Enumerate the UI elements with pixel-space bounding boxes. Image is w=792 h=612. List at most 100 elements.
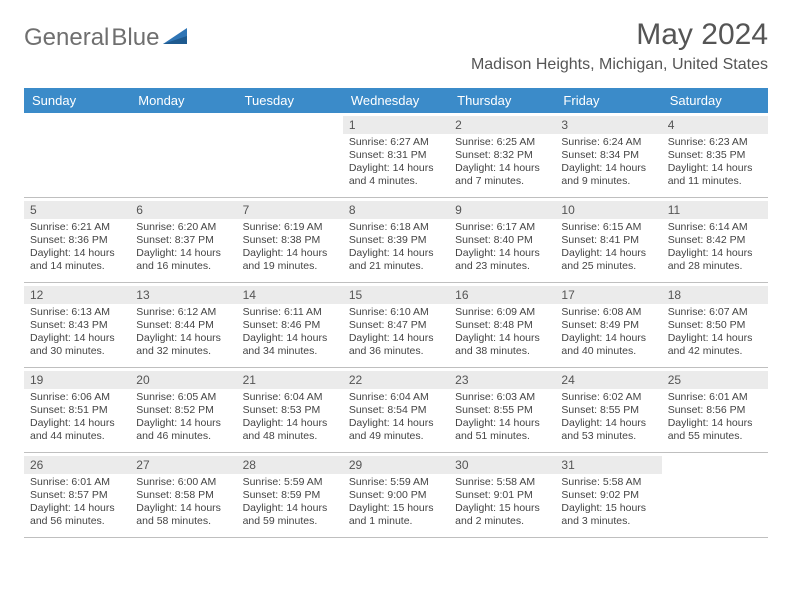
sunrise-text: Sunrise: 6:11 AM — [243, 306, 337, 319]
daylight-text: Daylight: 14 hours and 49 minutes. — [349, 417, 443, 443]
daylight-text: Daylight: 14 hours and 53 minutes. — [561, 417, 655, 443]
daylight-text: Daylight: 14 hours and 55 minutes. — [668, 417, 762, 443]
day-header-monday: Monday — [130, 88, 236, 113]
day-number: 11 — [662, 201, 768, 219]
day-header-tuesday: Tuesday — [237, 88, 343, 113]
calendar-cell: 16Sunrise: 6:09 AMSunset: 8:48 PMDayligh… — [449, 283, 555, 367]
calendar-cell: 14Sunrise: 6:11 AMSunset: 8:46 PMDayligh… — [237, 283, 343, 367]
sunset-text: Sunset: 8:54 PM — [349, 404, 443, 417]
calendar-cell — [130, 113, 236, 197]
day-number: 20 — [130, 371, 236, 389]
day-number: 17 — [555, 286, 661, 304]
sunset-text: Sunset: 8:32 PM — [455, 149, 549, 162]
sunset-text: Sunset: 8:44 PM — [136, 319, 230, 332]
sunset-text: Sunset: 8:39 PM — [349, 234, 443, 247]
calendar-cell — [662, 453, 768, 537]
sunset-text: Sunset: 8:42 PM — [668, 234, 762, 247]
calendar-cell: 26Sunrise: 6:01 AMSunset: 8:57 PMDayligh… — [24, 453, 130, 537]
day-number: 2 — [449, 116, 555, 134]
sunset-text: Sunset: 8:40 PM — [455, 234, 549, 247]
calendar-cell: 2Sunrise: 6:25 AMSunset: 8:32 PMDaylight… — [449, 113, 555, 197]
calendar-cell: 22Sunrise: 6:04 AMSunset: 8:54 PMDayligh… — [343, 368, 449, 452]
daylight-text: Daylight: 14 hours and 42 minutes. — [668, 332, 762, 358]
day-number: 12 — [24, 286, 130, 304]
daylight-text: Daylight: 14 hours and 44 minutes. — [30, 417, 124, 443]
calendar-week: 12Sunrise: 6:13 AMSunset: 8:43 PMDayligh… — [24, 283, 768, 368]
daylight-text: Daylight: 14 hours and 34 minutes. — [243, 332, 337, 358]
day-number: 24 — [555, 371, 661, 389]
daylight-text: Daylight: 14 hours and 51 minutes. — [455, 417, 549, 443]
calendar-cell: 3Sunrise: 6:24 AMSunset: 8:34 PMDaylight… — [555, 113, 661, 197]
daylight-text: Daylight: 14 hours and 48 minutes. — [243, 417, 337, 443]
day-number: 21 — [237, 371, 343, 389]
calendar-cell: 5Sunrise: 6:21 AMSunset: 8:36 PMDaylight… — [24, 198, 130, 282]
sunset-text: Sunset: 9:00 PM — [349, 489, 443, 502]
logo-triangle-icon — [163, 26, 189, 51]
daylight-text: Daylight: 14 hours and 9 minutes. — [561, 162, 655, 188]
calendar-cell: 31Sunrise: 5:58 AMSunset: 9:02 PMDayligh… — [555, 453, 661, 537]
calendar: Sunday Monday Tuesday Wednesday Thursday… — [24, 88, 768, 538]
day-number: 1 — [343, 116, 449, 134]
calendar-cell: 19Sunrise: 6:06 AMSunset: 8:51 PMDayligh… — [24, 368, 130, 452]
day-header-friday: Friday — [555, 88, 661, 113]
sunset-text: Sunset: 9:02 PM — [561, 489, 655, 502]
sunrise-text: Sunrise: 6:09 AM — [455, 306, 549, 319]
calendar-cell: 9Sunrise: 6:17 AMSunset: 8:40 PMDaylight… — [449, 198, 555, 282]
sunrise-text: Sunrise: 5:59 AM — [349, 476, 443, 489]
sunset-text: Sunset: 8:38 PM — [243, 234, 337, 247]
sunset-text: Sunset: 8:47 PM — [349, 319, 443, 332]
calendar-week: 26Sunrise: 6:01 AMSunset: 8:57 PMDayligh… — [24, 453, 768, 538]
day-number: 3 — [555, 116, 661, 134]
day-header-thursday: Thursday — [449, 88, 555, 113]
sunrise-text: Sunrise: 6:15 AM — [561, 221, 655, 234]
sunrise-text: Sunrise: 6:08 AM — [561, 306, 655, 319]
calendar-cell: 8Sunrise: 6:18 AMSunset: 8:39 PMDaylight… — [343, 198, 449, 282]
day-header-saturday: Saturday — [662, 88, 768, 113]
day-number: 9 — [449, 201, 555, 219]
month-year: May 2024 — [471, 18, 768, 52]
sunset-text: Sunset: 8:35 PM — [668, 149, 762, 162]
daylight-text: Daylight: 14 hours and 32 minutes. — [136, 332, 230, 358]
calendar-cell: 28Sunrise: 5:59 AMSunset: 8:59 PMDayligh… — [237, 453, 343, 537]
daylight-text: Daylight: 14 hours and 14 minutes. — [30, 247, 124, 273]
sunrise-text: Sunrise: 6:10 AM — [349, 306, 443, 319]
sunrise-text: Sunrise: 5:58 AM — [561, 476, 655, 489]
calendar-week: 1Sunrise: 6:27 AMSunset: 8:31 PMDaylight… — [24, 113, 768, 198]
daylight-text: Daylight: 15 hours and 1 minute. — [349, 502, 443, 528]
day-number — [130, 116, 236, 120]
day-header-row: Sunday Monday Tuesday Wednesday Thursday… — [24, 88, 768, 113]
day-number: 5 — [24, 201, 130, 219]
sunrise-text: Sunrise: 6:13 AM — [30, 306, 124, 319]
calendar-cell: 13Sunrise: 6:12 AMSunset: 8:44 PMDayligh… — [130, 283, 236, 367]
sunset-text: Sunset: 8:36 PM — [30, 234, 124, 247]
logo-text-general: General — [24, 24, 109, 52]
sunrise-text: Sunrise: 6:03 AM — [455, 391, 549, 404]
sunrise-text: Sunrise: 6:07 AM — [668, 306, 762, 319]
calendar-cell: 12Sunrise: 6:13 AMSunset: 8:43 PMDayligh… — [24, 283, 130, 367]
daylight-text: Daylight: 14 hours and 28 minutes. — [668, 247, 762, 273]
daylight-text: Daylight: 14 hours and 46 minutes. — [136, 417, 230, 443]
sunset-text: Sunset: 8:51 PM — [30, 404, 124, 417]
calendar-cell: 24Sunrise: 6:02 AMSunset: 8:55 PMDayligh… — [555, 368, 661, 452]
sunrise-text: Sunrise: 5:58 AM — [455, 476, 549, 489]
sunrise-text: Sunrise: 6:05 AM — [136, 391, 230, 404]
day-number: 29 — [343, 456, 449, 474]
daylight-text: Daylight: 14 hours and 30 minutes. — [30, 332, 124, 358]
sunrise-text: Sunrise: 6:23 AM — [668, 136, 762, 149]
calendar-cell: 29 Sunrise: 5:59 AMSunset: 9:00 PMDayligh… — [343, 453, 449, 537]
weeks-container: 1Sunrise: 6:27 AMSunset: 8:31 PMDaylight… — [24, 113, 768, 538]
location: Madison Heights, Michigan, United States — [471, 56, 768, 74]
sunrise-text: Sunrise: 6:18 AM — [349, 221, 443, 234]
daylight-text: Daylight: 14 hours and 23 minutes. — [455, 247, 549, 273]
sunset-text: Sunset: 8:48 PM — [455, 319, 549, 332]
sunset-text: Sunset: 8:31 PM — [349, 149, 443, 162]
calendar-cell: 20Sunrise: 6:05 AMSunset: 8:52 PMDayligh… — [130, 368, 236, 452]
day-number: 26 — [24, 456, 130, 474]
daylight-text: Daylight: 14 hours and 4 minutes. — [349, 162, 443, 188]
sunset-text: Sunset: 8:34 PM — [561, 149, 655, 162]
sunrise-text: Sunrise: 6:04 AM — [243, 391, 337, 404]
daylight-text: Daylight: 14 hours and 59 minutes. — [243, 502, 337, 528]
day-header-sunday: Sunday — [24, 88, 130, 113]
daylight-text: Daylight: 14 hours and 11 minutes. — [668, 162, 762, 188]
daylight-text: Daylight: 15 hours and 2 minutes. — [455, 502, 549, 528]
